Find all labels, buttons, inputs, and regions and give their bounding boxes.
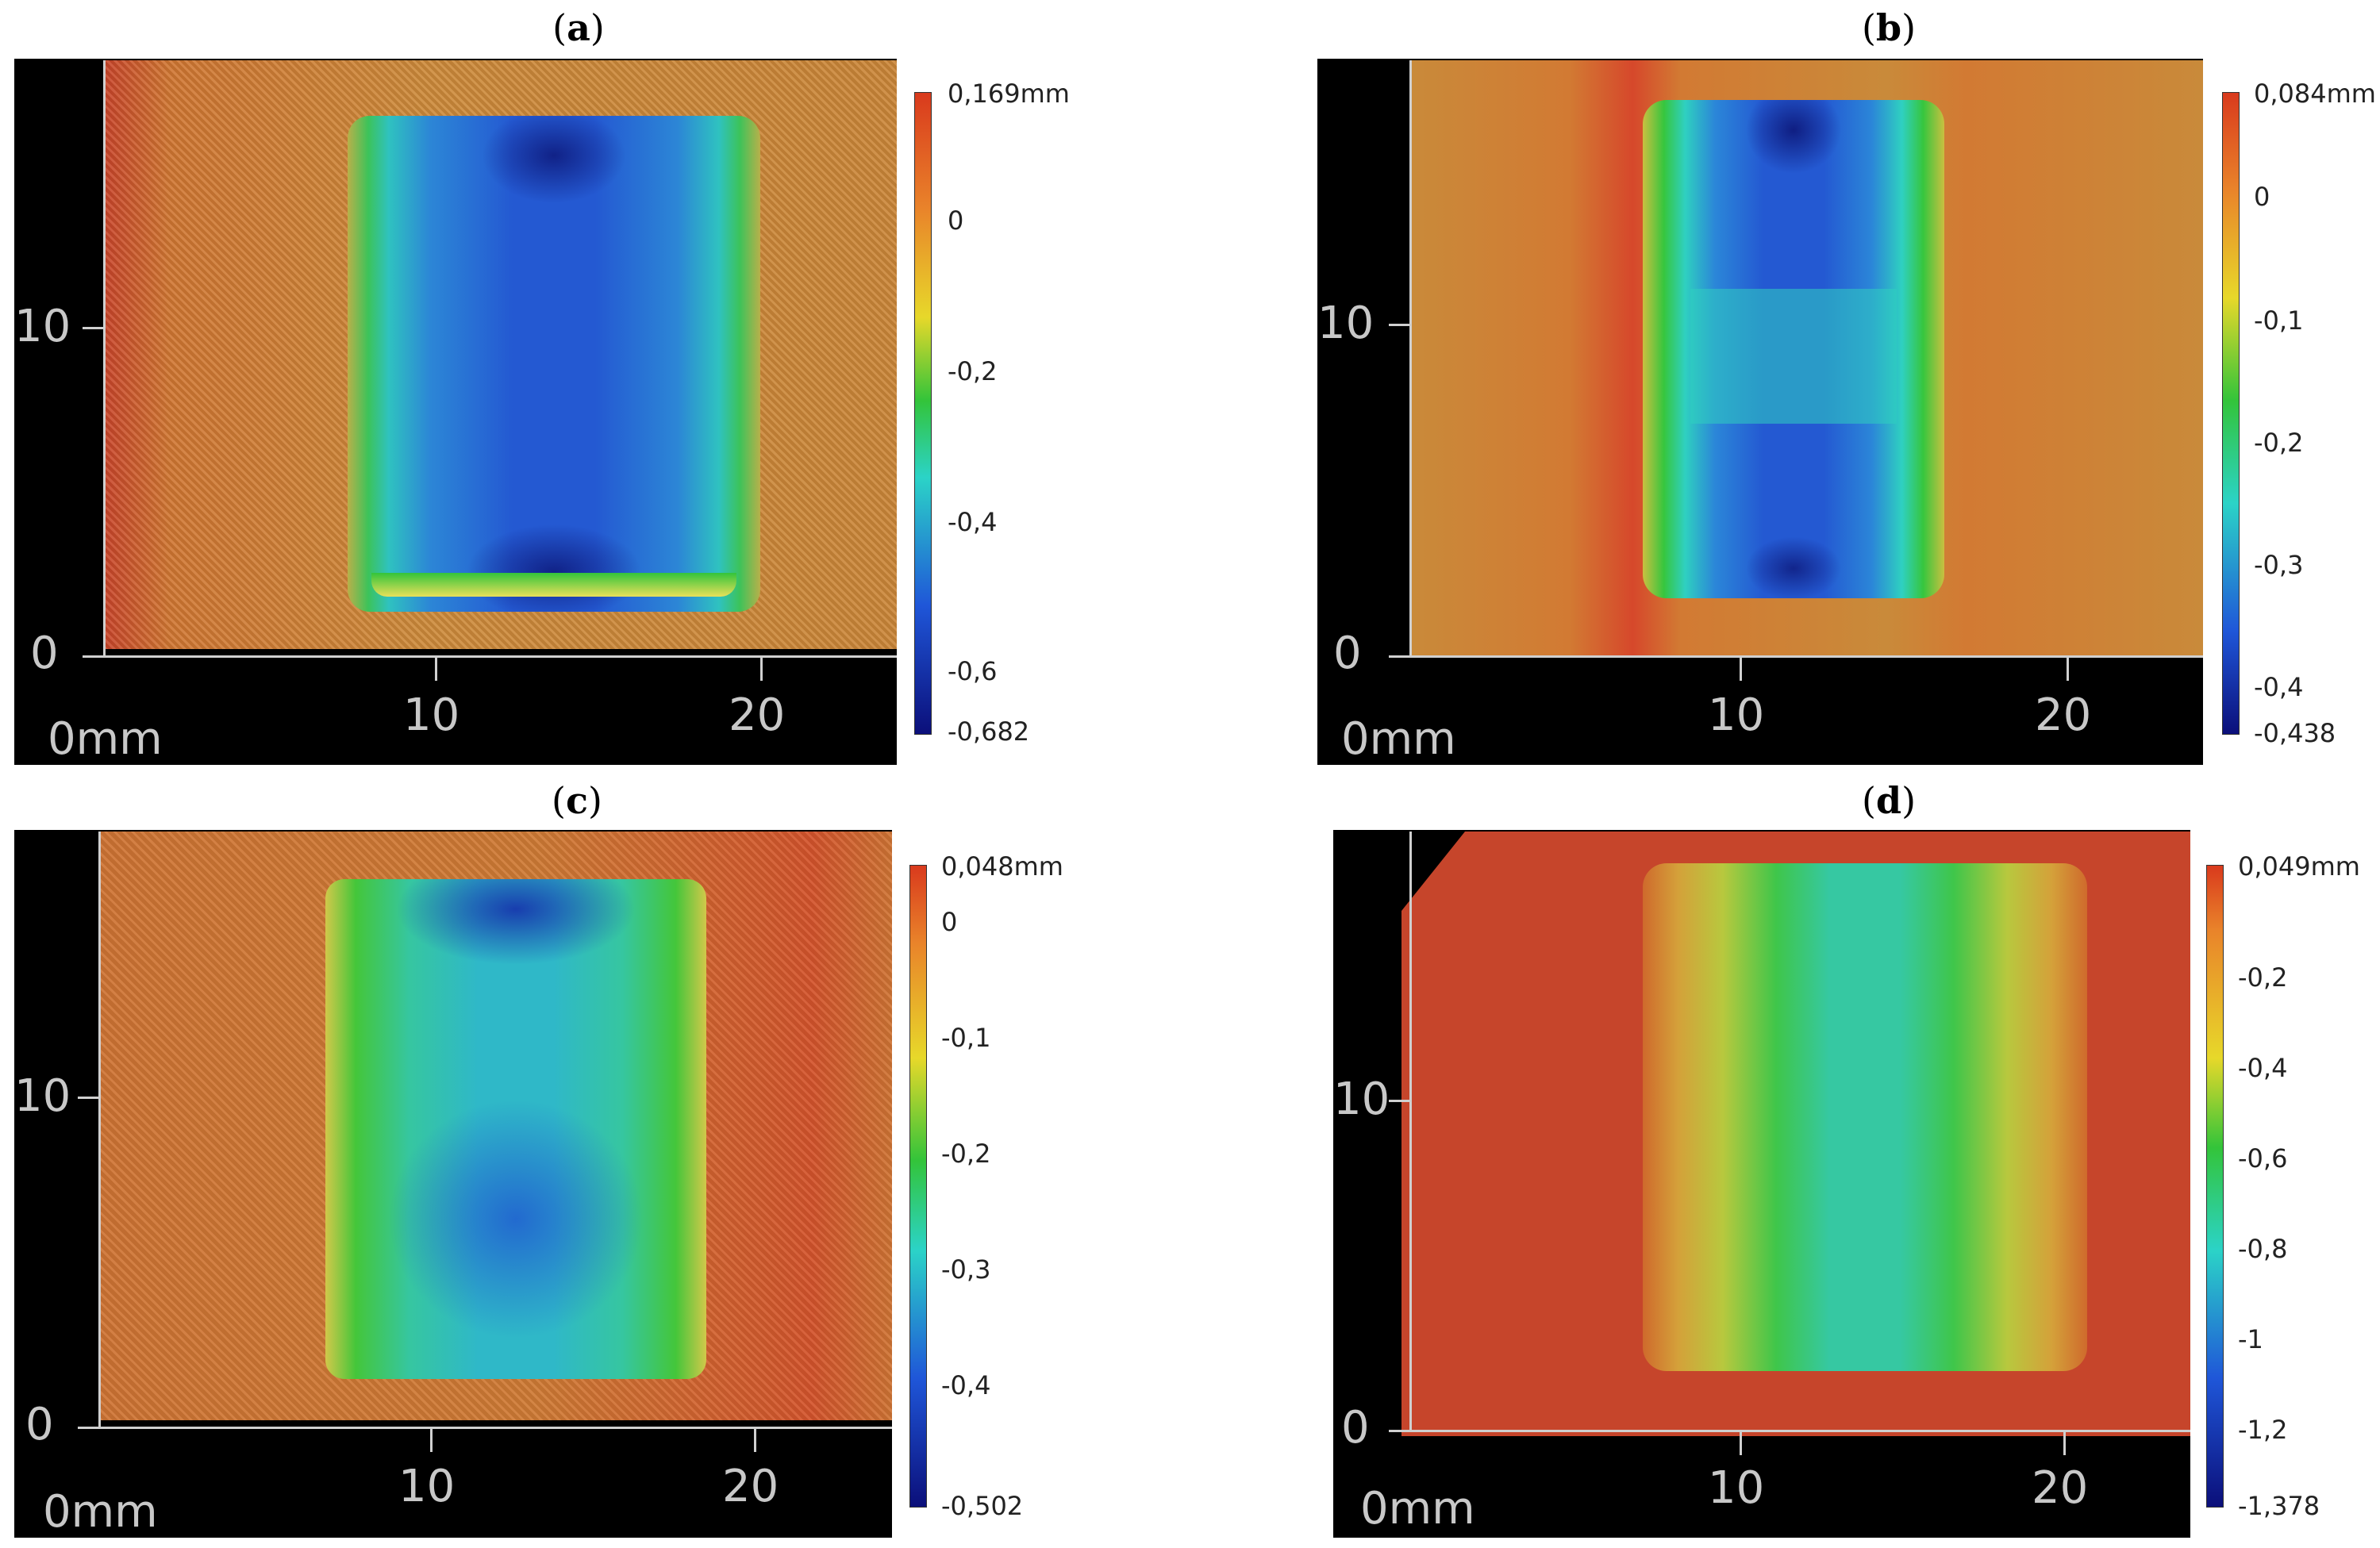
panel-d-y-tick-label-10: 10 bbox=[1333, 1074, 1390, 1125]
panel-c-x-tick-label-10: 10 bbox=[398, 1461, 456, 1512]
panel-a-x-tick-label-20: 20 bbox=[729, 689, 786, 741]
panel-a-colorbar-label-3: -0,4 bbox=[948, 507, 998, 537]
panel-c-colorbar bbox=[909, 865, 927, 1508]
panel-b-colorbar-label-4: -0,3 bbox=[2254, 550, 2304, 580]
panel-b-y-tick-0 bbox=[1389, 655, 1411, 658]
panel-d-x-tick-label-20: 20 bbox=[2032, 1462, 2089, 1514]
panel-b-colorbar-label-5: -0,4 bbox=[2254, 672, 2304, 702]
panel-b-x-origin-label: 0mm bbox=[1341, 713, 1456, 765]
panel-a-x-axis bbox=[103, 655, 897, 658]
panel-b-colorbar-label-6: -0,438 bbox=[2254, 718, 2336, 748]
panel-b-y-tick-label-0: 0 bbox=[1333, 628, 1362, 679]
panel-d-x-axis bbox=[1409, 1430, 2190, 1432]
panel-a-y-tick-label-0: 0 bbox=[30, 628, 59, 679]
panel-d-y-tick-0 bbox=[1389, 1430, 1411, 1432]
panel-c-colorbar-label-1: 0 bbox=[941, 907, 958, 937]
panel-a-colorbar-label-0: 0,169mm bbox=[948, 79, 1070, 109]
panel-c-colorbar-label-0: 0,048mm bbox=[941, 851, 1063, 882]
panel-b-plot: 10 0 0mm 10 20 bbox=[1317, 59, 2203, 765]
panel-b-y-tick-label-10: 10 bbox=[1317, 298, 1375, 349]
panel-d-x-origin-label: 0mm bbox=[1360, 1483, 1475, 1535]
panel-b-label: (b) bbox=[1861, 6, 1917, 49]
panel-b-waist-band bbox=[1690, 289, 1897, 424]
panel-c-x-axis bbox=[98, 1427, 892, 1429]
panel-a-x-origin-label: 0mm bbox=[48, 713, 163, 765]
panel-d-plot: 10 0 0mm 10 20 bbox=[1333, 830, 2190, 1538]
panel-d-label: (d) bbox=[1861, 779, 1917, 822]
panel-d-y-tick-10 bbox=[1389, 1100, 1411, 1102]
panel-a-colorbar-label-2: -0,2 bbox=[948, 356, 998, 386]
panel-a-recess bbox=[348, 116, 760, 612]
panel-a-plot: 10 0 0mm 10 20 bbox=[14, 59, 897, 765]
panel-d-recess bbox=[1643, 863, 2087, 1371]
panel-b-colorbar-label-1: 0 bbox=[2254, 182, 2270, 212]
panel-b-colorbar-label-2: -0,1 bbox=[2254, 305, 2304, 336]
panel-c-y-tick-label-0: 0 bbox=[25, 1399, 54, 1450]
panel-d-x-tick-label-10: 10 bbox=[1708, 1462, 1765, 1514]
panel-d-colorbar-label-5: -1 bbox=[2238, 1324, 2263, 1354]
panel-d-colorbar bbox=[2206, 865, 2224, 1508]
panel-b-x-tick-10 bbox=[1740, 655, 1742, 681]
panel-a-recess-bottom-edge bbox=[371, 573, 736, 597]
panel-c-x-tick-label-20: 20 bbox=[722, 1461, 779, 1512]
panel-b-x-tick-20 bbox=[2067, 655, 2069, 681]
panel-d-y-axis bbox=[1409, 832, 1412, 1431]
panel-a-x-tick-10 bbox=[435, 655, 437, 681]
panel-c-x-origin-label: 0mm bbox=[43, 1486, 158, 1538]
panel-b-colorbar bbox=[2222, 92, 2240, 735]
panel-c-colorbar-label-6: -0,502 bbox=[941, 1491, 1024, 1521]
panel-c-x-tick-10 bbox=[430, 1427, 433, 1452]
panel-b-colorbar-label-0: 0,084mm bbox=[2254, 79, 2376, 109]
panel-a-label: (a) bbox=[552, 6, 605, 49]
panel-d-colorbar-label-4: -0,8 bbox=[2238, 1234, 2288, 1264]
panel-c-recess bbox=[325, 879, 706, 1379]
panel-c-y-axis bbox=[98, 832, 101, 1428]
panel-d-x-tick-20 bbox=[2063, 1430, 2066, 1455]
panel-a-x-tick-label-10: 10 bbox=[403, 689, 460, 741]
panel-b-y-axis bbox=[1409, 60, 1412, 657]
panel-c-colorbar-label-4: -0,3 bbox=[941, 1254, 991, 1285]
panel-a-y-axis bbox=[103, 60, 106, 657]
panel-d-colorbar-label-1: -0,2 bbox=[2238, 962, 2288, 993]
panel-c-colorbar-label-5: -0,4 bbox=[941, 1370, 991, 1400]
panel-c-x-tick-20 bbox=[754, 1427, 756, 1452]
panel-a-x-tick-20 bbox=[760, 655, 763, 681]
panel-a-colorbar-label-4: -0,6 bbox=[948, 656, 998, 686]
panel-a-colorbar-label-1: 0 bbox=[948, 206, 964, 236]
panel-c-colorbar-label-2: -0,1 bbox=[941, 1023, 991, 1053]
panel-d-colorbar-label-0: 0,049mm bbox=[2238, 851, 2360, 882]
panel-a-y-tick-10 bbox=[83, 327, 105, 329]
panel-d-colorbar-label-7: -1,378 bbox=[2238, 1491, 2320, 1521]
panel-d-colorbar-label-2: -0,4 bbox=[2238, 1053, 2288, 1083]
panel-b-x-axis bbox=[1409, 655, 2203, 658]
panel-a-colorbar bbox=[914, 92, 932, 735]
panel-c-colorbar-label-3: -0,2 bbox=[941, 1139, 991, 1169]
panel-b-colorbar-label-3: -0,2 bbox=[2254, 428, 2304, 458]
panel-b-y-tick-10 bbox=[1389, 324, 1411, 326]
panel-d-y-tick-label-0: 0 bbox=[1341, 1402, 1370, 1454]
panel-d-colorbar-label-3: -0,6 bbox=[2238, 1143, 2288, 1173]
panel-c-y-tick-10 bbox=[78, 1097, 100, 1099]
panel-d-x-tick-10 bbox=[1740, 1430, 1742, 1455]
panel-a-colorbar-label-5: -0,682 bbox=[948, 716, 1030, 747]
panel-a-y-tick-label-10: 10 bbox=[14, 301, 71, 352]
panel-a-y-tick-0 bbox=[83, 655, 105, 658]
panel-b-x-tick-label-20: 20 bbox=[2035, 689, 2092, 741]
panel-c-y-tick-label-10: 10 bbox=[14, 1070, 71, 1122]
panel-b-x-tick-label-10: 10 bbox=[1708, 689, 1765, 741]
panel-c-label: (c) bbox=[552, 779, 602, 822]
panel-d-colorbar-label-6: -1,2 bbox=[2238, 1415, 2288, 1445]
panel-c-plot: 10 0 0mm 10 20 bbox=[14, 830, 892, 1538]
panel-c-y-tick-0 bbox=[78, 1427, 100, 1429]
